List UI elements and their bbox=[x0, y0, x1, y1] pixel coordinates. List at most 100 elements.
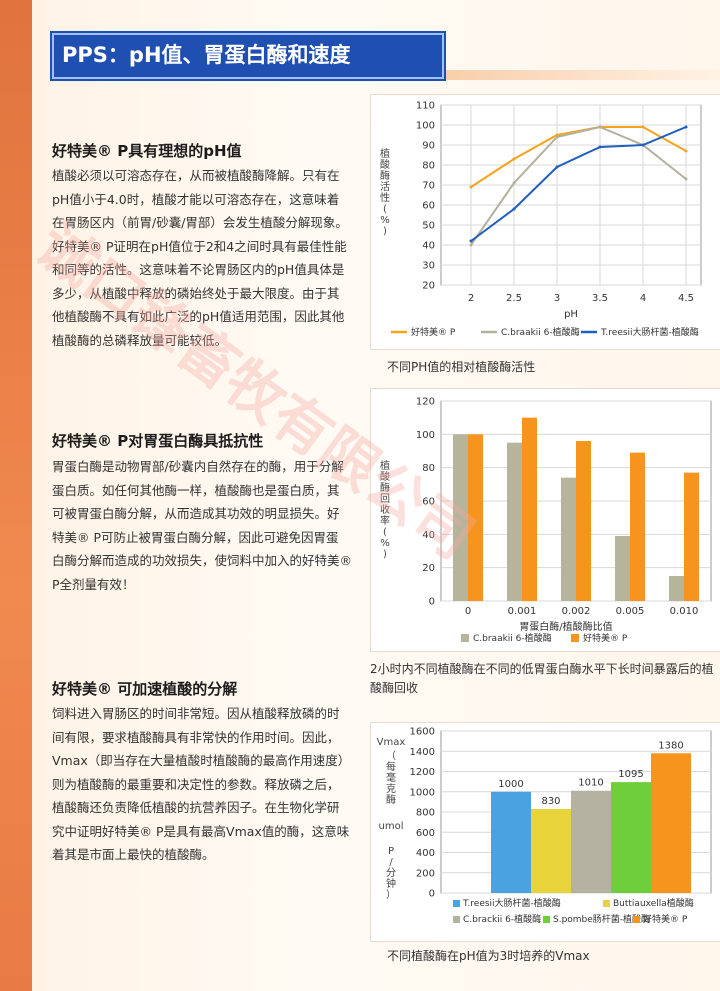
y-tick-label: 30 bbox=[422, 261, 435, 272]
data-point bbox=[555, 165, 559, 169]
bar bbox=[571, 790, 611, 893]
y-tick-label: 1600 bbox=[410, 727, 435, 738]
legend-label: 好特美® P bbox=[643, 913, 688, 925]
bar bbox=[684, 472, 699, 601]
x-axis-label: 胃蛋白酶/植酸酶比值 bbox=[519, 620, 612, 633]
text-line: 特美® P可防止被胃蛋白酶分解，因此可避免因胃蛋 bbox=[52, 529, 339, 545]
section-body-ph: 植酸必须以可溶态存在，从而被植酸酶降解。只有在 pH值小于4.0时，植酸才能以可… bbox=[52, 164, 374, 352]
bar bbox=[669, 576, 684, 601]
data-point bbox=[512, 181, 516, 185]
y-tick-label: 50 bbox=[422, 221, 435, 232]
legend-label: Buttiauxella植酸酶 bbox=[613, 897, 694, 909]
page-edge bbox=[0, 0, 32, 991]
series-line bbox=[470, 125, 687, 246]
x-axis-label: pH bbox=[564, 309, 578, 320]
y-axis-label-cont: （每毫克酶 bbox=[386, 750, 396, 806]
data-point bbox=[684, 125, 688, 129]
y-tick-label: 90 bbox=[422, 141, 435, 152]
legend-label: C.braakii 6-植酸酶 bbox=[473, 632, 552, 644]
text-line: 白酶分解而造成的功效损失，使饲料中加入的好特美® bbox=[52, 553, 353, 568]
data-point bbox=[598, 145, 602, 149]
x-tick-label: 0.001 bbox=[508, 606, 537, 617]
data-point bbox=[469, 239, 473, 243]
y-tick-label: 100 bbox=[416, 430, 435, 441]
series-line bbox=[470, 126, 687, 242]
bar bbox=[453, 434, 468, 601]
data-point bbox=[512, 207, 516, 211]
page-title: PPS：pH值、胃蛋白酶和速度 bbox=[62, 43, 351, 67]
x-tick-label: 2.5 bbox=[506, 293, 522, 304]
y-tick-label: 100 bbox=[416, 121, 435, 132]
y-axis-label: 植酸酶回收率(%) bbox=[380, 459, 390, 560]
data-label: 1000 bbox=[498, 779, 523, 790]
bar bbox=[522, 417, 537, 601]
x-tick-label: 3.5 bbox=[592, 293, 608, 304]
legend-label: C.brackii 6-植酸酶 bbox=[463, 913, 541, 925]
chart-caption-pepsin: 2小时内不同植酸酶在不同的低胃蛋白酶水平下长时间暴露后的植酸酶回收 bbox=[370, 662, 714, 695]
legend-swatch bbox=[571, 634, 579, 642]
y-tick-label: 60 bbox=[422, 497, 435, 508]
legend-swatch bbox=[603, 900, 610, 907]
bar bbox=[468, 434, 483, 601]
y-axis-label-tail: P/分钟） bbox=[386, 846, 396, 901]
x-tick-label: 0.005 bbox=[616, 606, 645, 617]
legend-label: S.pombe肠杆菌-植酸酶 bbox=[553, 913, 650, 925]
bar bbox=[651, 753, 691, 893]
y-tick-label: 40 bbox=[422, 241, 435, 252]
legend-swatch bbox=[633, 916, 640, 923]
bar bbox=[491, 791, 531, 893]
text-line: 植酸酶还负责降低植酸的抗营养因子。在生物化学研 bbox=[52, 800, 340, 815]
bar bbox=[531, 808, 571, 893]
data-label: 1095 bbox=[618, 769, 643, 780]
y-tick-label: 1000 bbox=[410, 787, 435, 798]
y-tick-label: 0 bbox=[429, 597, 435, 608]
data-point bbox=[684, 177, 688, 181]
text-line: 好特美® P证明在pH值位于2和4之间时具有最佳性能 bbox=[52, 238, 347, 254]
x-tick-label: 3 bbox=[554, 293, 560, 304]
legend-swatch bbox=[453, 916, 460, 923]
y-tick-label: 60 bbox=[422, 201, 435, 212]
text-line: 着其是市面上最快的植酸酶。 bbox=[52, 847, 215, 862]
chart-panel-pepsin: 0 20 40 60 80 100 120 0 0.001 0.002 0.005 0.010 胃蛋白酶… bbox=[370, 388, 720, 652]
legend-label: 好特美® P bbox=[411, 326, 456, 338]
legend-swatch bbox=[453, 900, 460, 907]
data-point bbox=[555, 135, 559, 139]
text-line: 则为植酸酶的最重要和决定性的参数。释放磷之后， bbox=[52, 776, 340, 792]
section-title-speed: 好特美® 可加速植酸的分解 bbox=[52, 680, 238, 698]
legend-swatch bbox=[543, 916, 550, 923]
data-point bbox=[512, 157, 516, 161]
legend-label: C.braakii 6-植酸酶 bbox=[501, 326, 580, 338]
legend-label: 好特美® P bbox=[583, 632, 628, 644]
chart-caption-ph: 不同PH值的相对植酸酶活性 bbox=[387, 360, 536, 374]
y-tick-label: 600 bbox=[416, 828, 435, 839]
y-tick-label: 20 bbox=[422, 281, 435, 292]
y-tick-label: 80 bbox=[422, 463, 435, 474]
x-tick-label: 4 bbox=[640, 293, 646, 304]
section-body-pepsin: 胃蛋白酶是动物胃部/砂囊内自然存在的酶，用于分解 蛋白质。如任何其他酶一样，植酸… bbox=[52, 455, 374, 596]
data-label: 1380 bbox=[658, 740, 683, 751]
x-tick-label: 2 bbox=[468, 293, 474, 304]
text-line: 植酸酶的总磷释放量可能较低。 bbox=[52, 332, 228, 348]
text-line: 饲料进入胃肠区的时间非常短。因从植酸释放磷的时 bbox=[52, 706, 340, 721]
text-line: 间有限，要求植酸酶具有非常快的作用时间。因此， bbox=[52, 729, 340, 745]
legend-swatch bbox=[461, 634, 469, 642]
brochure-page: PPS：pH值、胃蛋白酶和速度 好特美® P具有理想的pH值 植酸必须以可溶态存… bbox=[24, 0, 720, 991]
data-point bbox=[684, 149, 688, 153]
text-line: 植酸必须以可溶态存在，从而被植酸酶降解。只有在 bbox=[52, 168, 340, 183]
bar bbox=[576, 441, 591, 601]
text-line: 他植酸酶不具有如此广泛的pH值适用范围，因此其他 bbox=[52, 309, 345, 324]
text-line: 多少，从植酸中释放的磷始终处于最大限度。由于其 bbox=[52, 285, 340, 301]
text-line: 究中证明好特美® P是具有最高Vmax值的酶，这意味 bbox=[52, 823, 350, 839]
y-tick-label: 400 bbox=[416, 848, 435, 859]
data-label: 1010 bbox=[578, 778, 603, 789]
y-tick-label: 40 bbox=[422, 530, 435, 541]
data-point bbox=[598, 125, 602, 129]
text-line: pH值小于4.0时，植酸才能以可溶态存在，这意味着 bbox=[52, 191, 340, 207]
data-point bbox=[641, 125, 645, 129]
y-axis-label-unit: umol bbox=[379, 821, 404, 832]
header-stripe bbox=[442, 70, 720, 80]
data-point bbox=[469, 185, 473, 189]
x-tick-label: 0 bbox=[465, 606, 471, 617]
y-tick-label: 70 bbox=[422, 181, 435, 192]
legend-label: T.reesii大肠杆菌-植酸酶 bbox=[600, 326, 699, 338]
